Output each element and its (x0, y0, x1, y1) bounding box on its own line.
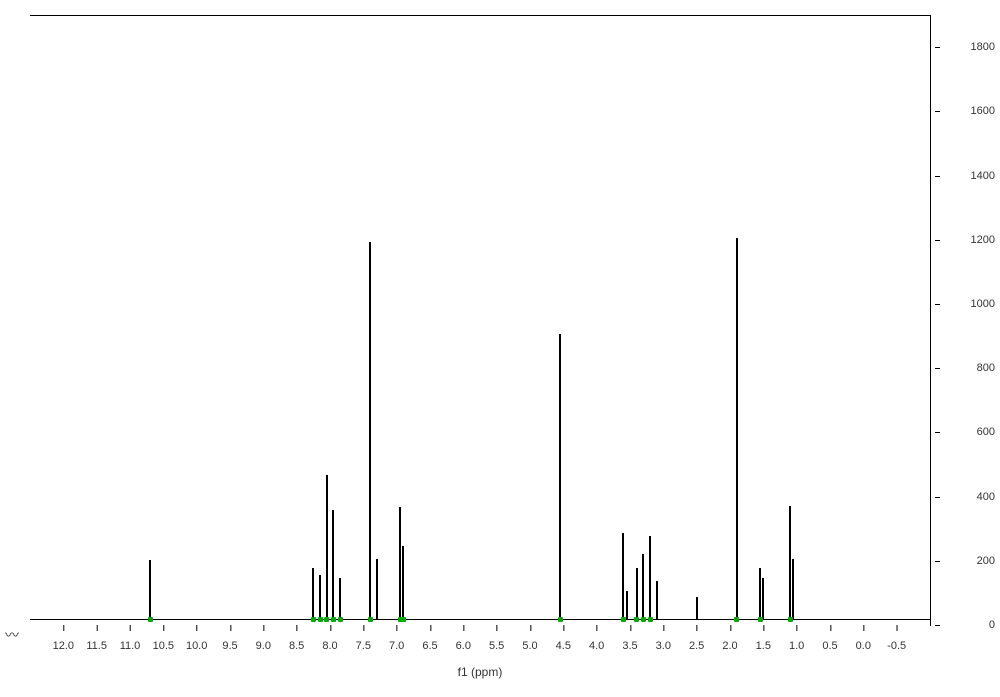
axis-break-icon: 〰 (5, 625, 19, 645)
integration-marker (311, 617, 316, 622)
peak (312, 568, 314, 619)
integration-marker (558, 617, 563, 622)
x-tick: 6.0 (456, 640, 471, 652)
integration-marker (401, 617, 406, 622)
peak (789, 506, 791, 620)
x-tick: 5.5 (489, 640, 504, 652)
x-tick: 5.0 (522, 640, 537, 652)
x-tick: 7.0 (389, 640, 404, 652)
integration-marker (641, 617, 646, 622)
peak (622, 533, 624, 620)
y-tick: 1600 (940, 105, 995, 117)
y-tick: 1400 (940, 170, 995, 182)
x-tick: 11.5 (86, 640, 107, 652)
x-tick: 10.5 (153, 640, 174, 652)
peak (792, 559, 794, 620)
y-tick: 400 (940, 491, 995, 503)
peak (626, 591, 628, 620)
baseline (30, 619, 930, 620)
peak (326, 475, 328, 619)
peak (656, 581, 658, 620)
integration-marker (331, 617, 336, 622)
x-tick: 2.0 (722, 640, 737, 652)
peak (332, 510, 334, 619)
x-tick: 8.0 (322, 640, 337, 652)
x-tick: 4.0 (589, 640, 604, 652)
integration-marker (324, 617, 329, 622)
peak (642, 554, 644, 620)
y-tick: 600 (940, 426, 995, 438)
x-tick: 3.0 (656, 640, 671, 652)
x-tick: 0.0 (856, 640, 871, 652)
integration-marker (788, 617, 793, 622)
integration-marker (734, 617, 739, 622)
peak (636, 568, 638, 619)
y-tick: 800 (940, 362, 995, 374)
integration-marker (758, 617, 763, 622)
peak (339, 578, 341, 620)
peak (149, 560, 151, 619)
integration-marker (621, 617, 626, 622)
integration-marker (338, 617, 343, 622)
integration-marker (148, 617, 153, 622)
integration-marker (634, 617, 639, 622)
x-tick: 9.5 (222, 640, 237, 652)
peak (376, 559, 378, 620)
x-tick: -0.5 (887, 640, 906, 652)
x-tick: 12.0 (53, 640, 74, 652)
peak (559, 334, 561, 620)
x-tick: 3.5 (622, 640, 637, 652)
x-tick: 6.5 (422, 640, 437, 652)
peak (736, 238, 738, 620)
x-tick: 1.5 (756, 640, 771, 652)
x-tick: 11.0 (120, 640, 141, 652)
x-tick: 0.5 (822, 640, 837, 652)
spectrum-plot (30, 15, 931, 626)
y-axis: 020040060080010001200140016001800 (935, 15, 995, 625)
peak (696, 597, 698, 619)
y-tick: 1200 (940, 234, 995, 246)
peak (762, 578, 764, 620)
integration-marker (648, 617, 653, 622)
x-tick: 10.0 (186, 640, 207, 652)
y-tick: 0 (940, 619, 995, 631)
peak (399, 507, 401, 619)
integration-marker (318, 617, 323, 622)
x-tick: 4.5 (556, 640, 571, 652)
peak (402, 546, 404, 620)
x-tick: 9.0 (256, 640, 271, 652)
peak (369, 242, 371, 619)
y-tick: 1800 (940, 41, 995, 53)
y-tick: 200 (940, 555, 995, 567)
x-axis-label: f1 (ppm) (30, 665, 930, 679)
x-tick: 1.0 (789, 640, 804, 652)
peak (319, 575, 321, 620)
y-tick: 1000 (940, 298, 995, 310)
peak (649, 536, 651, 619)
x-tick: 2.5 (689, 640, 704, 652)
x-tick: 8.5 (289, 640, 304, 652)
x-tick: 7.5 (356, 640, 371, 652)
integration-marker (368, 617, 373, 622)
peak (759, 568, 761, 619)
